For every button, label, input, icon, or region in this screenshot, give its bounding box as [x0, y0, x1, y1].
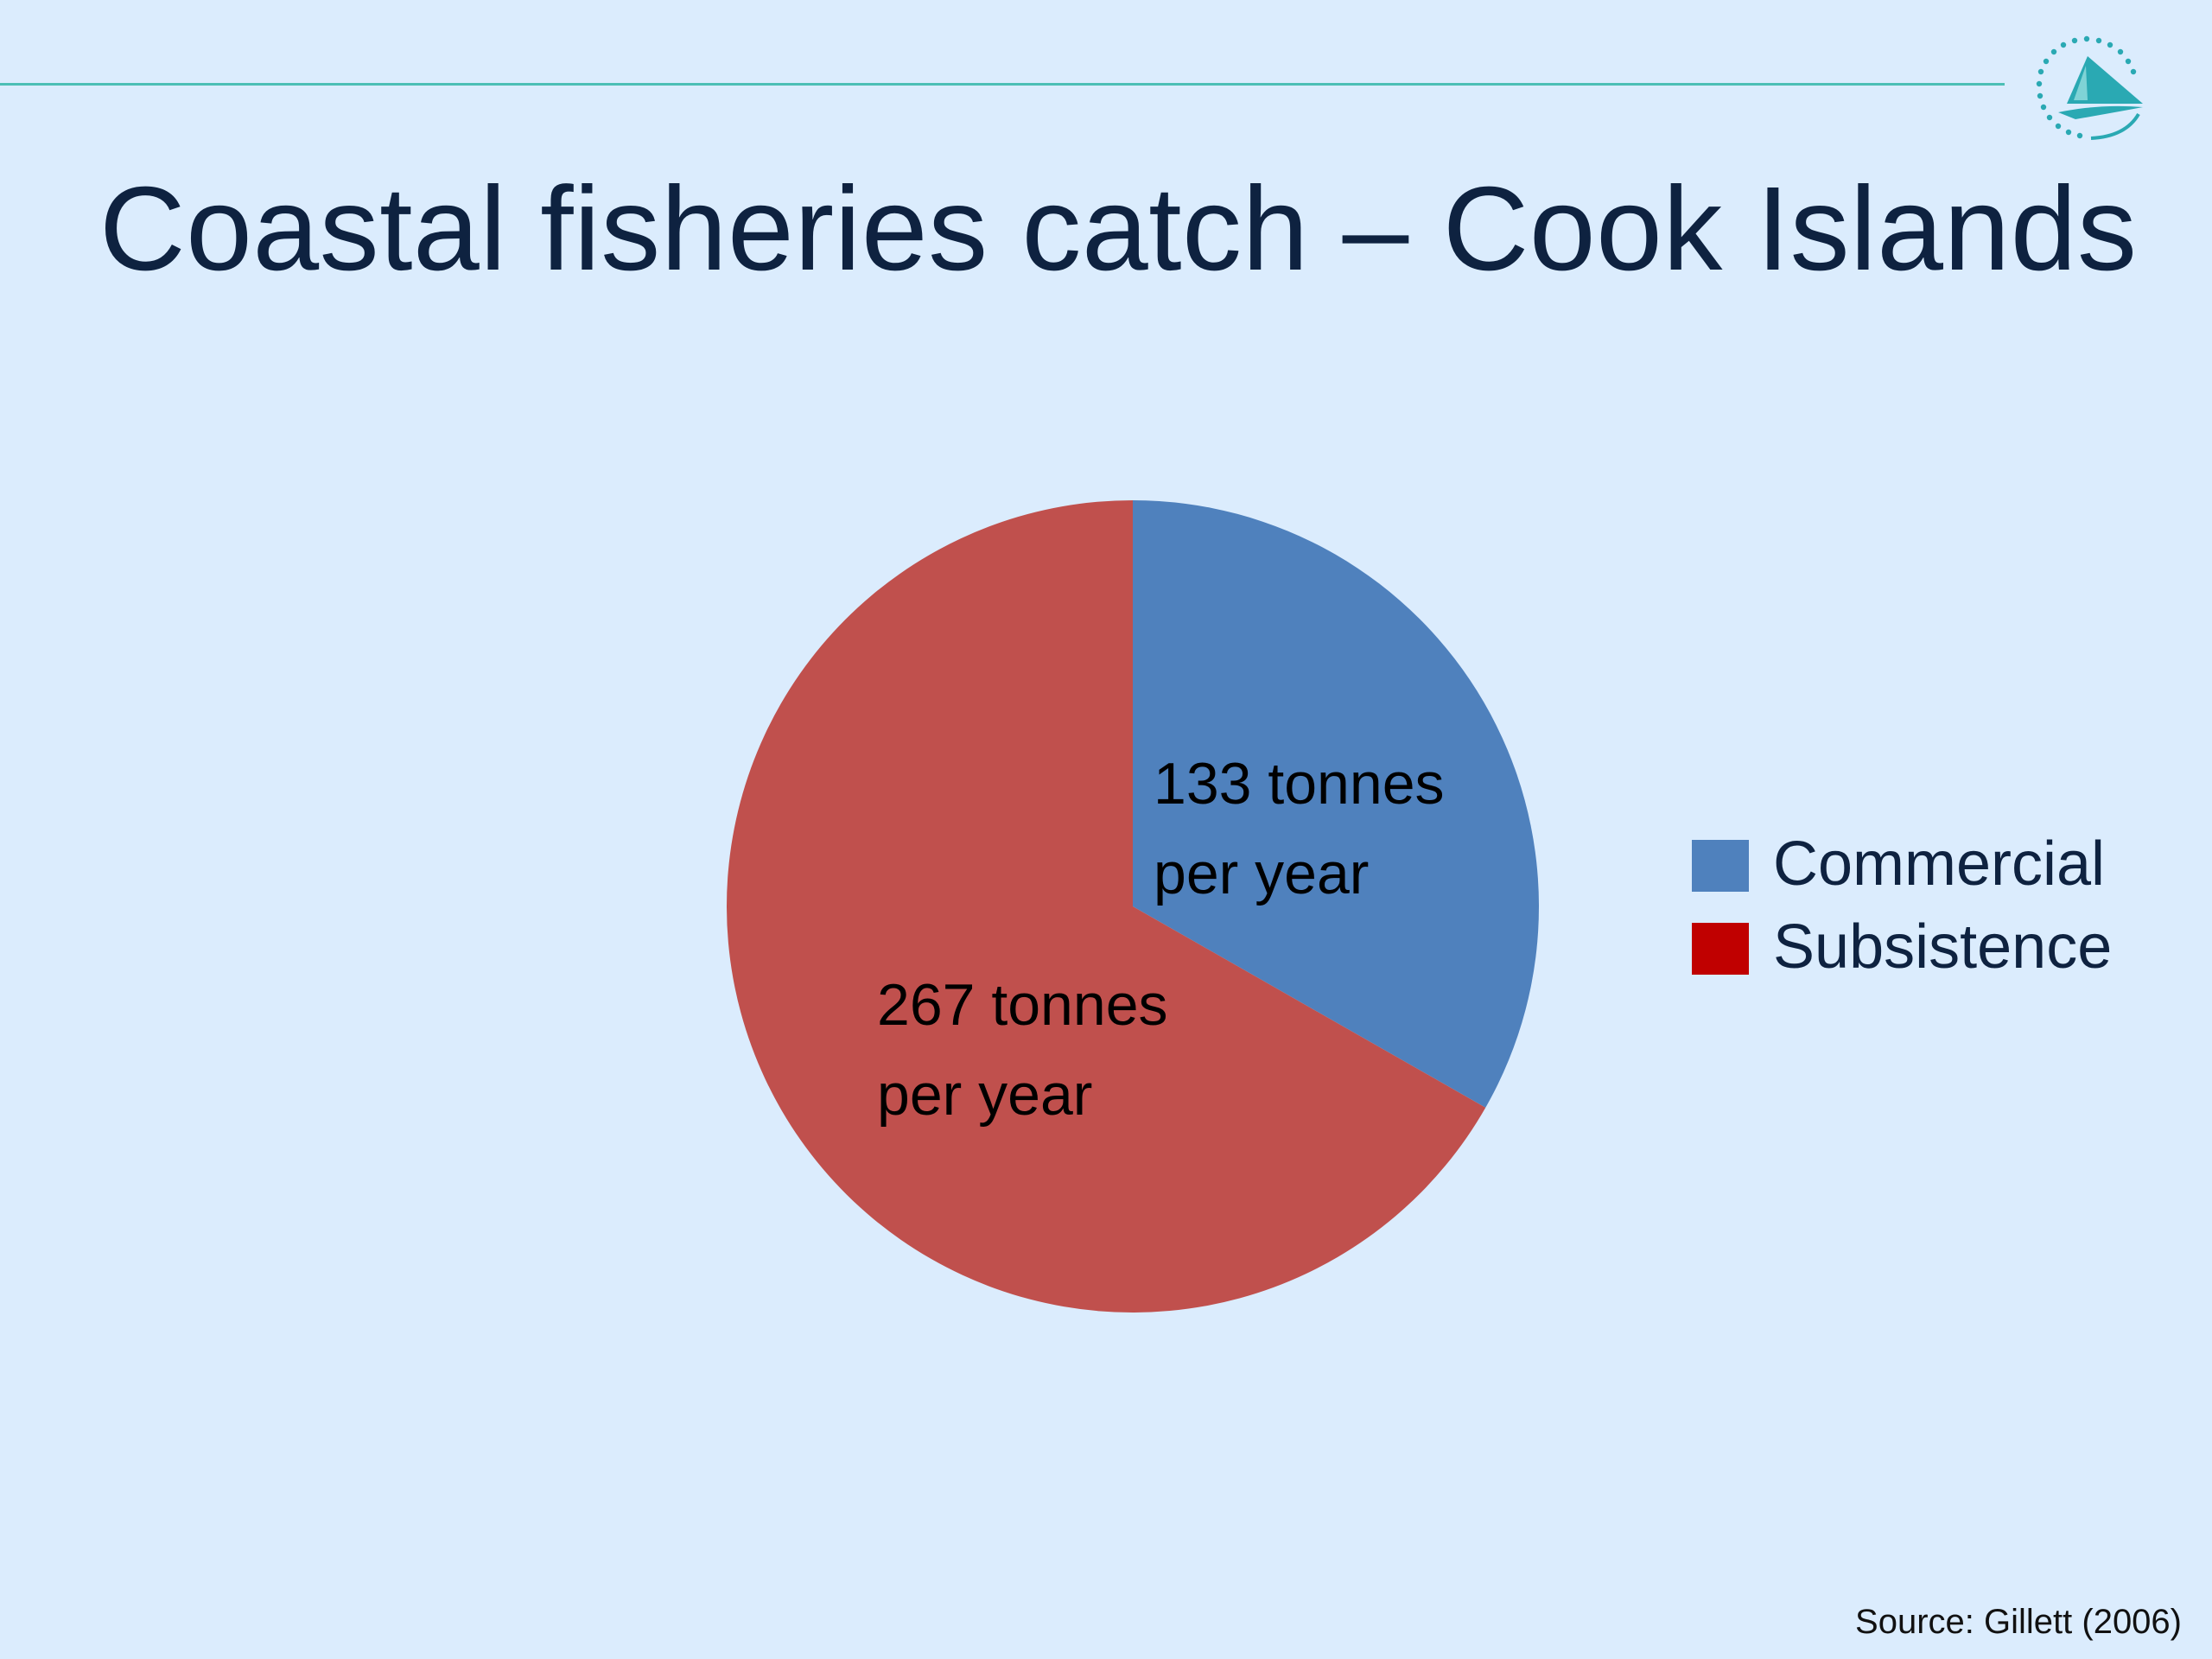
source-note: Source: Gillett (2006)	[1855, 1603, 2182, 1641]
pie-slice-commercial	[1133, 500, 1539, 1108]
legend-swatch-subsistence	[1692, 923, 1749, 975]
top-rule	[0, 83, 2005, 86]
legend-label-subsistence: Subsistence	[1773, 912, 2112, 982]
data-label-subsistence: 267 tonnes per year	[877, 972, 1168, 1128]
data-label-commercial: 133 tonnes per year	[1154, 751, 1445, 906]
pie-slice-subsistence	[726, 500, 1486, 1313]
sail-boat-logo	[2036, 35, 2143, 140]
slide-title: Coastal fisheries catch – Cook Islands	[99, 162, 2138, 296]
legend-swatch-commercial	[1692, 840, 1749, 892]
legend-label-commercial: Commercial	[1773, 830, 2105, 899]
